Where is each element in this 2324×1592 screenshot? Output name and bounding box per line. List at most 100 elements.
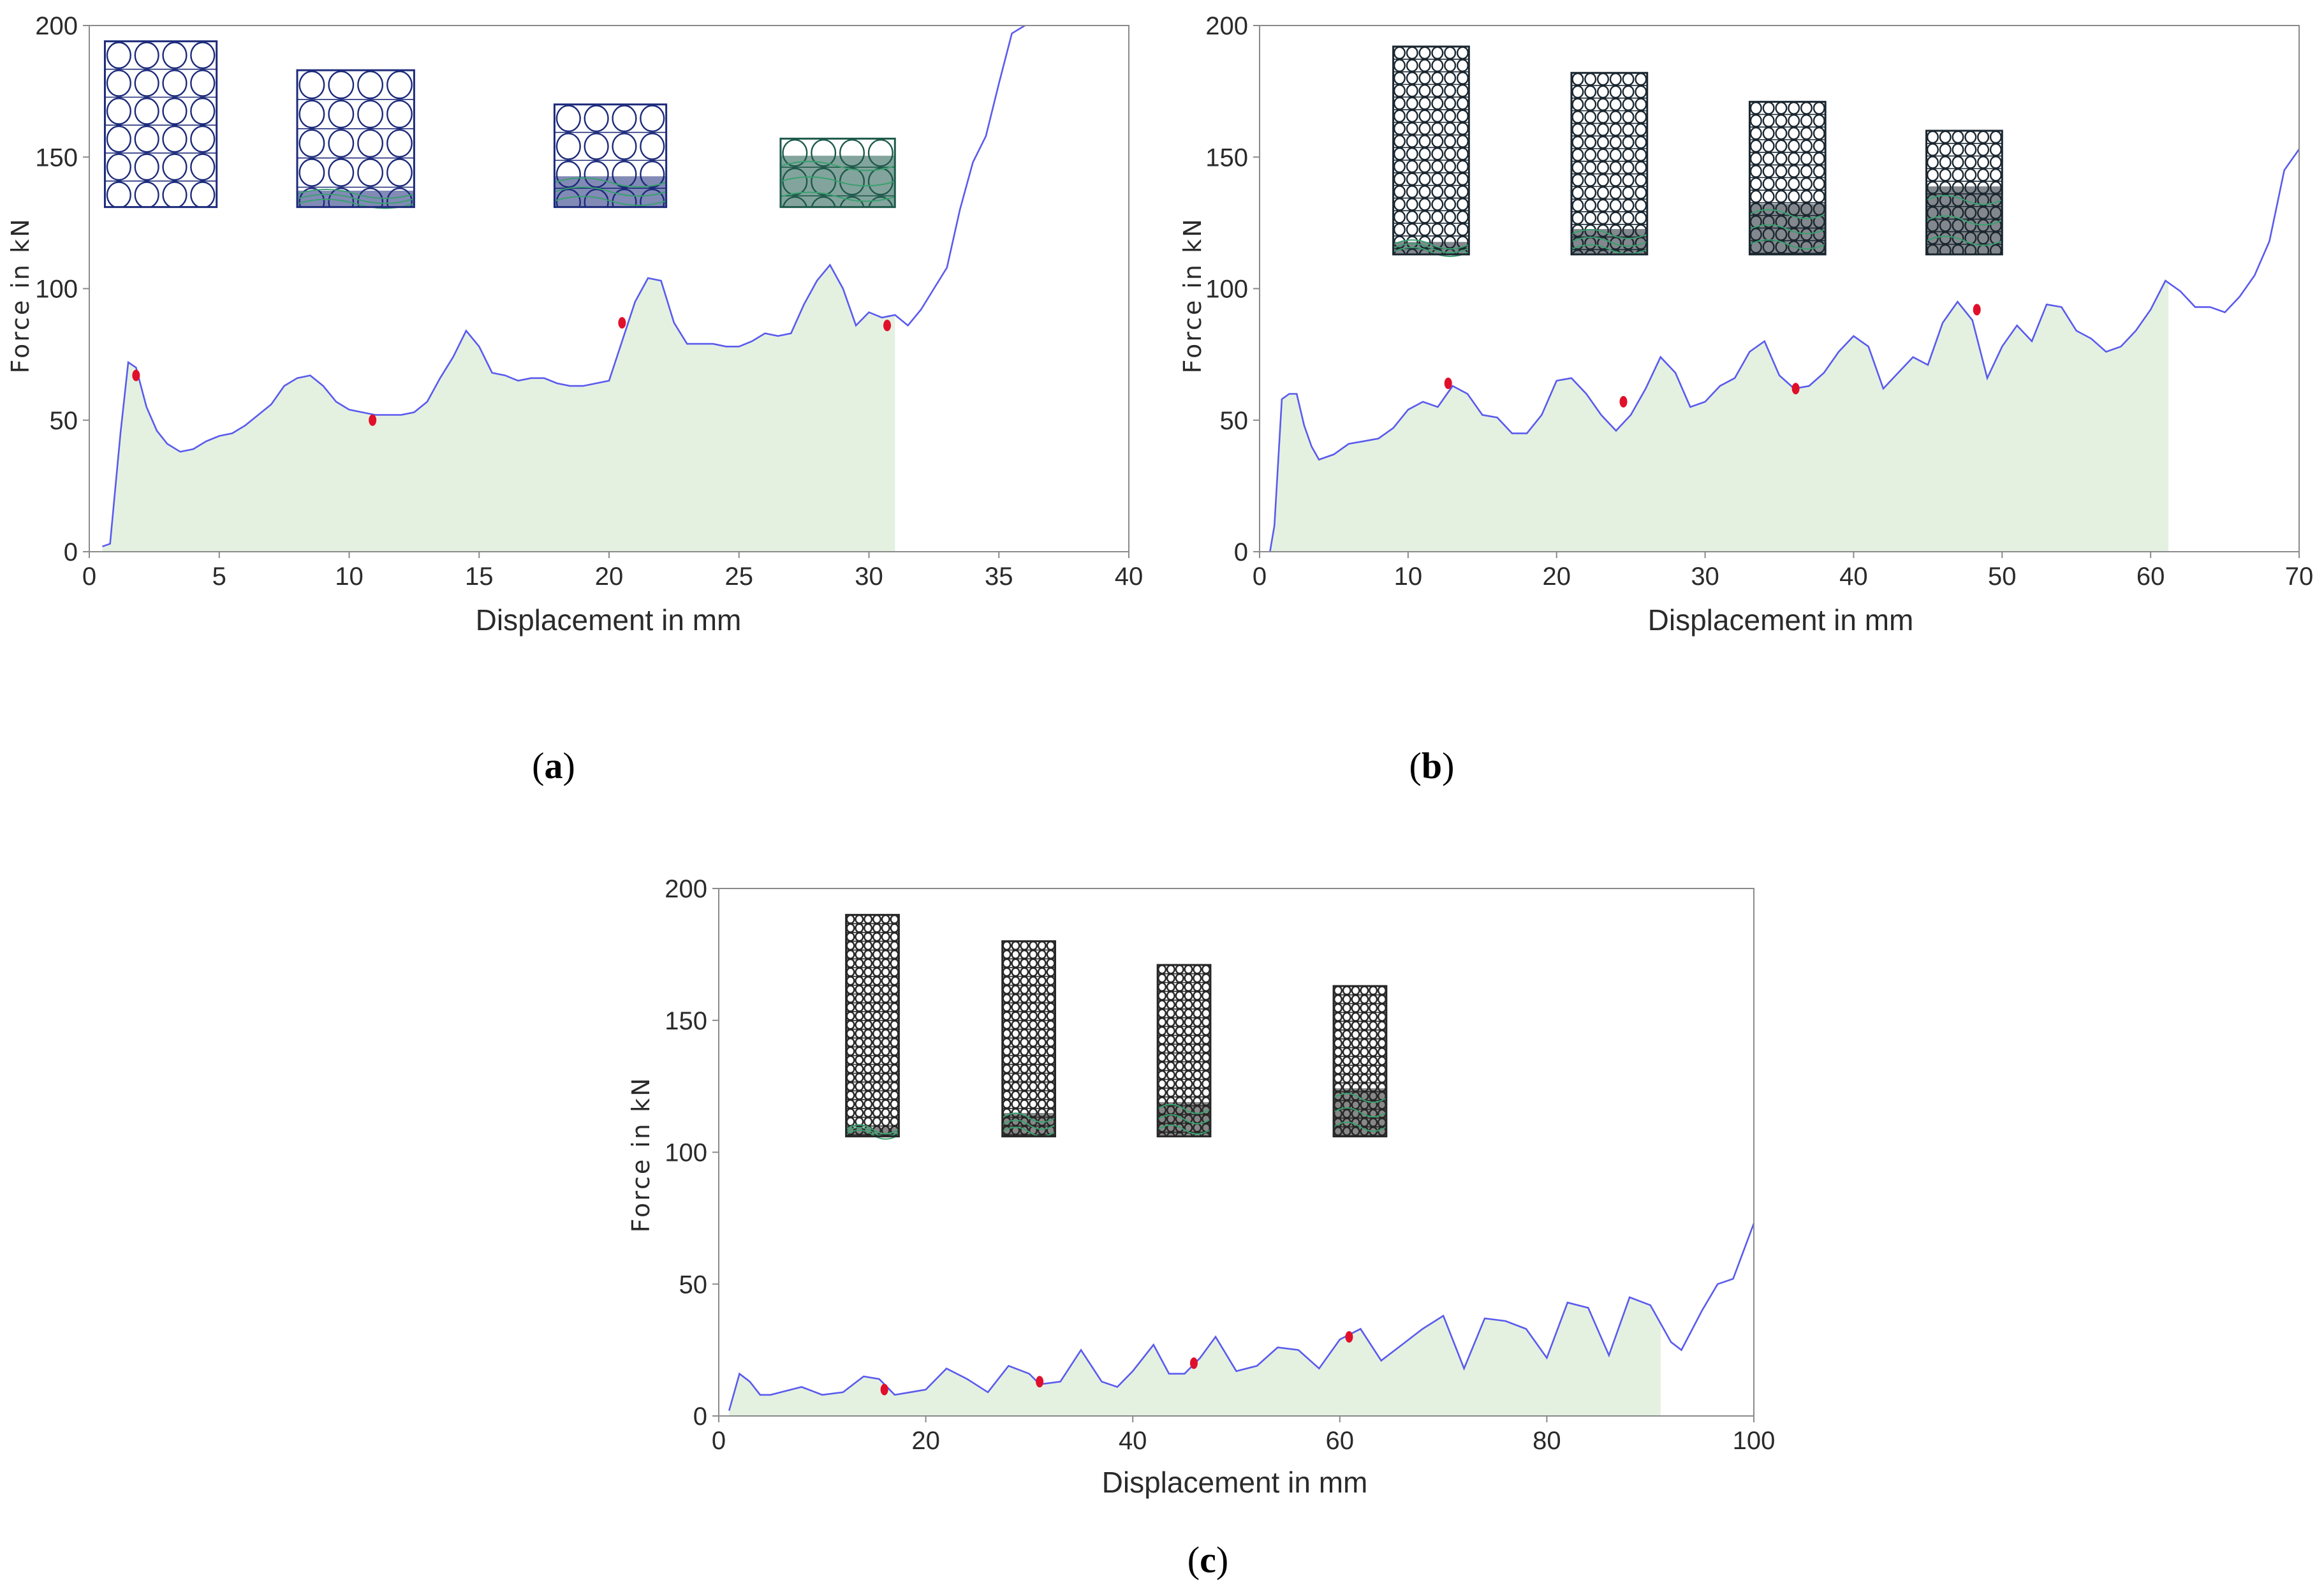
- lattice-cell: [190, 125, 216, 153]
- lattice-cell: [872, 1046, 881, 1056]
- lattice-cell: [1456, 159, 1469, 173]
- lattice-cell: [1046, 941, 1055, 951]
- lattice-cell: [890, 1037, 899, 1047]
- lattice-cell: [298, 100, 325, 129]
- lattice-cell: [1175, 1035, 1184, 1045]
- lattice-cell: [1571, 211, 1584, 225]
- lattice-cell: [1939, 156, 1952, 169]
- panel-b-x-tick-label: 0: [1253, 563, 1267, 591]
- lattice-cells: [1393, 47, 1469, 254]
- lattice-cell: [1406, 47, 1418, 60]
- lattice-cell: [1002, 1099, 1011, 1109]
- panel-a-x-tick-label: 0: [82, 563, 96, 591]
- lattice-cell: [1571, 110, 1584, 124]
- lattice-cell: [1184, 1052, 1193, 1063]
- lattice-cell: [1002, 967, 1011, 977]
- lattice-cell: [1342, 1021, 1351, 1031]
- lattice-cell: [555, 133, 581, 160]
- lattice-cell: [1020, 949, 1029, 959]
- lattice-cell: [872, 1064, 881, 1074]
- lattice-cell: [1002, 1072, 1011, 1083]
- lattice-cell: [1635, 148, 1647, 162]
- lattice-cell: [1342, 1003, 1351, 1013]
- lattice-cell: [1456, 71, 1469, 85]
- lattice-cell: [881, 1108, 890, 1118]
- lattice-cell: [872, 1020, 881, 1030]
- panel-b-energy-area: [1270, 281, 2169, 552]
- lattice-frame: [845, 913, 900, 1138]
- lattice-cell: [1175, 982, 1184, 992]
- lattice-cell: [881, 993, 890, 1003]
- lattice-cell: [1360, 1012, 1369, 1022]
- lattice-cell: [1002, 958, 1011, 968]
- lattice-cell: [1002, 1064, 1011, 1074]
- lattice-cell: [890, 1081, 899, 1091]
- lattice-cell: [1377, 1065, 1386, 1075]
- lattice-cell: [1749, 114, 1762, 128]
- lattice-cell: [846, 1073, 855, 1083]
- panel-a-xlabel: Displacement in mm: [476, 603, 742, 637]
- lattice-cell: [846, 949, 855, 959]
- lattice-cell: [1571, 123, 1584, 136]
- panel-c-marker-4: [1345, 1330, 1353, 1343]
- panel-c-x-tick-label: 60: [1326, 1427, 1355, 1455]
- lattice-cell: [1360, 985, 1369, 996]
- lattice-cell: [1166, 991, 1175, 1001]
- lattice-cell: [864, 958, 873, 968]
- lattice-cell: [1020, 1046, 1029, 1056]
- lattice-cell: [864, 1099, 873, 1109]
- lattice-cell: [872, 923, 881, 933]
- lattice-cell: [134, 153, 159, 181]
- lattice-cell: [1456, 59, 1469, 72]
- lattice-cell: [1028, 1029, 1038, 1039]
- lattice-cell: [881, 985, 890, 995]
- lattice-cell: [1360, 1056, 1369, 1066]
- lattice-cell: [1406, 135, 1418, 148]
- panel-b-y-tick-label: 200: [1205, 12, 1248, 40]
- lattice-cell: [1393, 223, 1406, 237]
- crushed-fold: [554, 177, 666, 188]
- lattice-cells: [1002, 941, 1055, 1137]
- lattice-cell: [1584, 110, 1597, 124]
- lattice-cell: [1622, 135, 1635, 149]
- lattice-cell: [1184, 1035, 1193, 1045]
- lattice-cell: [1184, 1026, 1193, 1036]
- lattice-cell: [1046, 976, 1055, 986]
- lattice-cell: [872, 976, 881, 986]
- lattice-cell: [1406, 109, 1418, 123]
- lattice-cell: [298, 158, 325, 187]
- lattice-cell: [1193, 1017, 1202, 1028]
- lattice-cell: [1175, 1017, 1184, 1028]
- lattice-cell: [864, 1029, 873, 1039]
- lattice-cell: [1037, 958, 1047, 968]
- lattice-frame: [1748, 101, 1827, 256]
- lattice-cell: [1609, 73, 1622, 86]
- lattice-cell: [1788, 177, 1800, 191]
- lattice-cell: [1193, 1008, 1202, 1019]
- lattice-cell: [1406, 122, 1418, 135]
- lattice-cell: [1406, 147, 1418, 161]
- lattice-cell: [1749, 152, 1762, 165]
- lattice-cell: [864, 1037, 873, 1047]
- lattice-cell: [1609, 123, 1622, 136]
- lattice-cell: [1418, 122, 1431, 135]
- lattice-cell: [1002, 1029, 1011, 1039]
- lattice-cell: [1028, 993, 1038, 1003]
- lattice-cell: [1020, 1072, 1029, 1083]
- lattice-cell: [1193, 1026, 1202, 1036]
- lattice-cell: [106, 41, 131, 70]
- lattice-cell: [1202, 1043, 1210, 1054]
- lattice-frame: [296, 69, 415, 209]
- lattice-cell: [864, 1073, 873, 1083]
- lattice-cell: [1011, 985, 1020, 995]
- lattice-cell: [1011, 1090, 1020, 1100]
- lattice-cell: [846, 932, 855, 942]
- panel-c-energy-area: [729, 1297, 1661, 1416]
- lattice-cell: [1002, 1081, 1011, 1091]
- lattice-cell: [1011, 1055, 1020, 1065]
- lattice-cell: [872, 1090, 881, 1100]
- crushed-fold: [1749, 209, 1826, 219]
- lattice-cell: [1788, 126, 1800, 140]
- crushed-fold: [1333, 1121, 1387, 1132]
- panel-b-y-tick-label: 50: [1220, 407, 1249, 435]
